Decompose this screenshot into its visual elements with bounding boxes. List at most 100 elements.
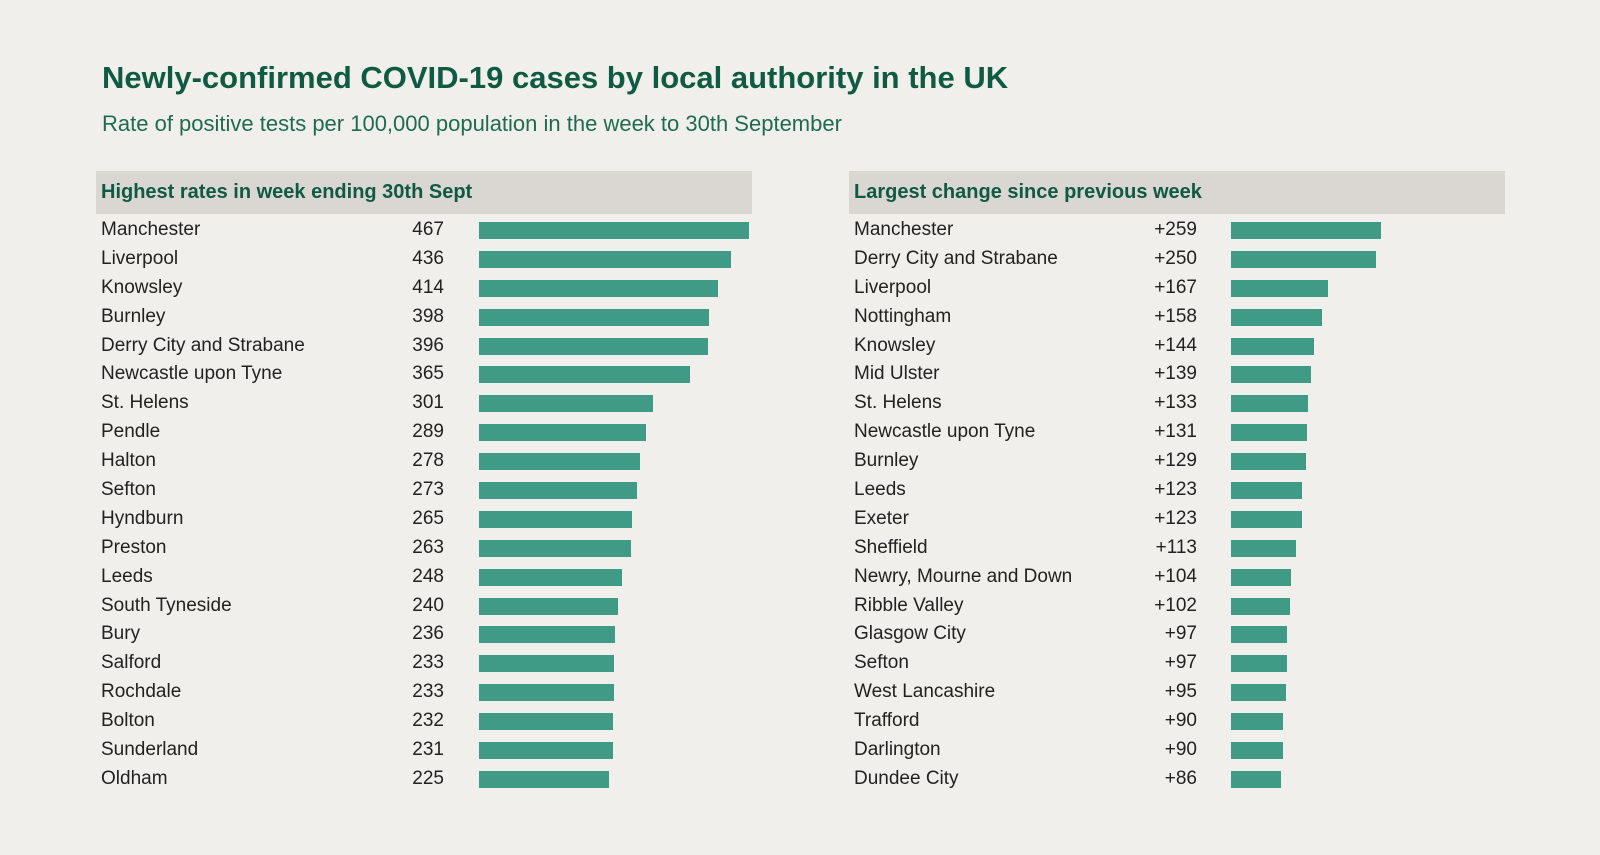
- bar-row: Burnley 398: [96, 303, 752, 332]
- value-label: 225: [412, 767, 444, 789]
- bar-row: Derry City and Strabane +250: [849, 245, 1505, 274]
- value-label: +123: [1154, 507, 1197, 529]
- category-label: Hyndburn: [101, 507, 184, 529]
- category-label: Dundee City: [854, 767, 959, 789]
- bar: [479, 482, 637, 500]
- bar: [479, 655, 614, 673]
- bar-row: Preston 263: [96, 534, 752, 563]
- bar: [1231, 684, 1286, 702]
- bar: [479, 510, 633, 528]
- bar: [1231, 742, 1284, 760]
- rows-largest-change: Manchester +259 Derry City and Strabane +25…: [849, 216, 1505, 794]
- bar: [1231, 510, 1303, 528]
- value-label: +259: [1154, 219, 1197, 240]
- bar-row: Sheffield +113: [849, 534, 1505, 563]
- bar-row: Manchester 467: [96, 216, 752, 245]
- category-label: Bolton: [101, 710, 155, 732]
- bar: [1231, 713, 1284, 731]
- value-label: +86: [1164, 767, 1197, 789]
- bar: [1231, 222, 1381, 239]
- value-label: +129: [1154, 450, 1197, 472]
- bar-row: Manchester +259: [849, 216, 1505, 245]
- value-label: +144: [1154, 334, 1197, 356]
- bar-row: Burnley +129: [849, 447, 1505, 476]
- bar-row: Darlington +90: [849, 736, 1505, 765]
- category-label: Bury: [101, 623, 141, 645]
- bar: [479, 308, 710, 326]
- bar: [479, 337, 708, 355]
- value-label: 289: [412, 421, 444, 443]
- category-label: Exeter: [854, 507, 909, 529]
- value-label: 236: [412, 623, 444, 645]
- bar: [1231, 395, 1308, 413]
- bar: [1231, 366, 1312, 384]
- category-label: Nottingham: [854, 305, 952, 327]
- category-label: Manchester: [101, 219, 201, 240]
- bar: [479, 626, 616, 644]
- bar: [479, 742, 613, 760]
- value-label: 301: [412, 392, 444, 414]
- bar: [479, 713, 614, 731]
- value-label: 398: [412, 305, 444, 327]
- bar-row: Sefton 273: [96, 476, 752, 505]
- bar: [1231, 770, 1281, 788]
- category-label: Leeds: [101, 565, 153, 587]
- category-label: Mid Ulster: [854, 363, 940, 385]
- category-label: Trafford: [854, 710, 920, 732]
- bar: [1231, 539, 1297, 557]
- value-label: +90: [1164, 739, 1197, 761]
- category-label: Manchester: [854, 219, 954, 240]
- value-label: 263: [412, 536, 444, 558]
- category-label: Knowsley: [101, 276, 183, 298]
- category-label: Newcastle upon Tyne: [854, 421, 1036, 443]
- bar: [1231, 482, 1303, 500]
- category-label: Liverpool: [854, 276, 932, 298]
- bar-row: Salford 233: [96, 649, 752, 678]
- bar-row: Newry, Mourne and Down +104: [849, 563, 1505, 592]
- bar: [1231, 655, 1288, 673]
- bar-row: Hyndburn 265: [96, 505, 752, 534]
- bar: [479, 250, 732, 268]
- value-label: +104: [1154, 565, 1197, 587]
- value-label: +97: [1164, 652, 1197, 674]
- bar: [1231, 279, 1328, 297]
- bar-row: West Lancashire +95: [849, 678, 1505, 707]
- bar: [479, 279, 719, 297]
- bar-row: Nottingham +158: [849, 303, 1505, 332]
- value-label: 273: [412, 479, 444, 501]
- value-label: 467: [412, 219, 444, 240]
- category-label: Ribble Valley: [854, 594, 964, 616]
- category-label: Darlington: [854, 739, 941, 761]
- value-label: +95: [1164, 681, 1197, 703]
- category-label: Burnley: [101, 305, 166, 327]
- category-label: Glasgow City: [854, 623, 966, 645]
- bar-row: Sunderland 231: [96, 736, 752, 765]
- bar-row: Liverpool 436: [96, 245, 752, 274]
- bar-row: Glasgow City +97: [849, 620, 1505, 649]
- bar-row: Leeds 248: [96, 563, 752, 592]
- value-label: 232: [412, 710, 444, 732]
- rows-highest-rates: Manchester 467 Liverpool 436 Knowsley 414 Burn…: [96, 216, 752, 794]
- panel-header-highest-rates: Highest rates in week ending 30th Sept: [96, 171, 752, 214]
- bar-row: Ribble Valley +102: [849, 592, 1505, 621]
- category-label: Preston: [101, 536, 167, 558]
- value-label: +123: [1154, 479, 1197, 501]
- bar: [1231, 337, 1315, 355]
- bar-row: South Tyneside 240: [96, 592, 752, 621]
- category-label: Derry City and Strabane: [101, 334, 305, 356]
- bar: [479, 597, 618, 615]
- bar-row: Halton 278: [96, 447, 752, 476]
- bar: [479, 366, 691, 384]
- bar: [479, 539, 632, 557]
- value-label: +90: [1164, 710, 1197, 732]
- value-label: +250: [1154, 247, 1197, 269]
- bar-row: Bolton 232: [96, 707, 752, 736]
- bar-row: Mid Ulster +139: [849, 360, 1505, 389]
- bar: [479, 395, 654, 413]
- value-label: 365: [412, 363, 444, 385]
- bar: [479, 684, 614, 702]
- bar-row: Leeds +123: [849, 476, 1505, 505]
- bar: [479, 568, 623, 586]
- value-label: 396: [412, 334, 444, 356]
- value-label: 248: [412, 565, 444, 587]
